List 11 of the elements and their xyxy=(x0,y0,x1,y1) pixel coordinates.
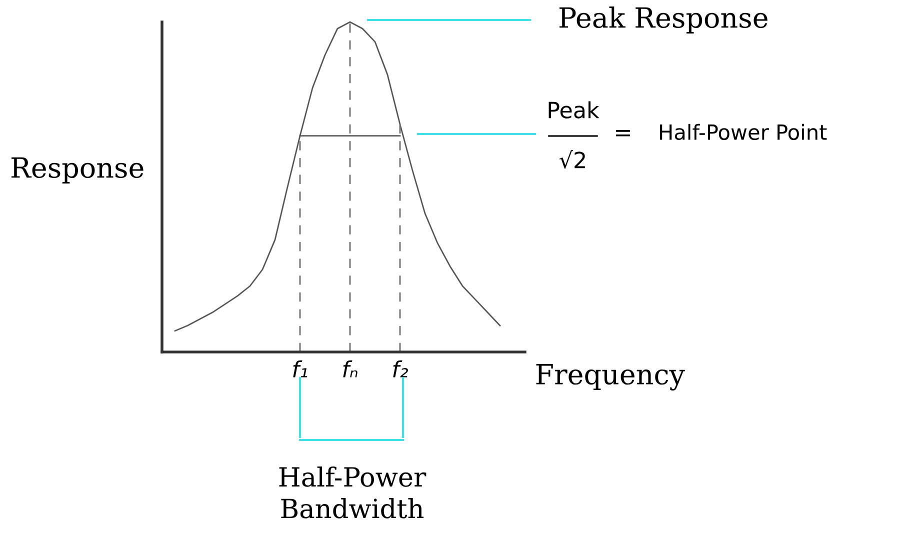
x-tick-label: f₁ xyxy=(293,360,308,378)
x-axis-title: Frequency xyxy=(536,364,685,390)
text: Half-Power Bandwidth xyxy=(279,466,426,518)
text: Peak Response xyxy=(560,6,768,34)
text: Half-Power Point xyxy=(660,124,827,140)
text: = xyxy=(616,130,630,136)
x-tick-label: fₙ xyxy=(343,360,358,378)
text: √2 xyxy=(560,150,585,169)
y-axis-title: Response xyxy=(12,157,144,184)
x-tick-label: f₂ xyxy=(393,360,408,378)
text: Peak xyxy=(548,101,600,118)
